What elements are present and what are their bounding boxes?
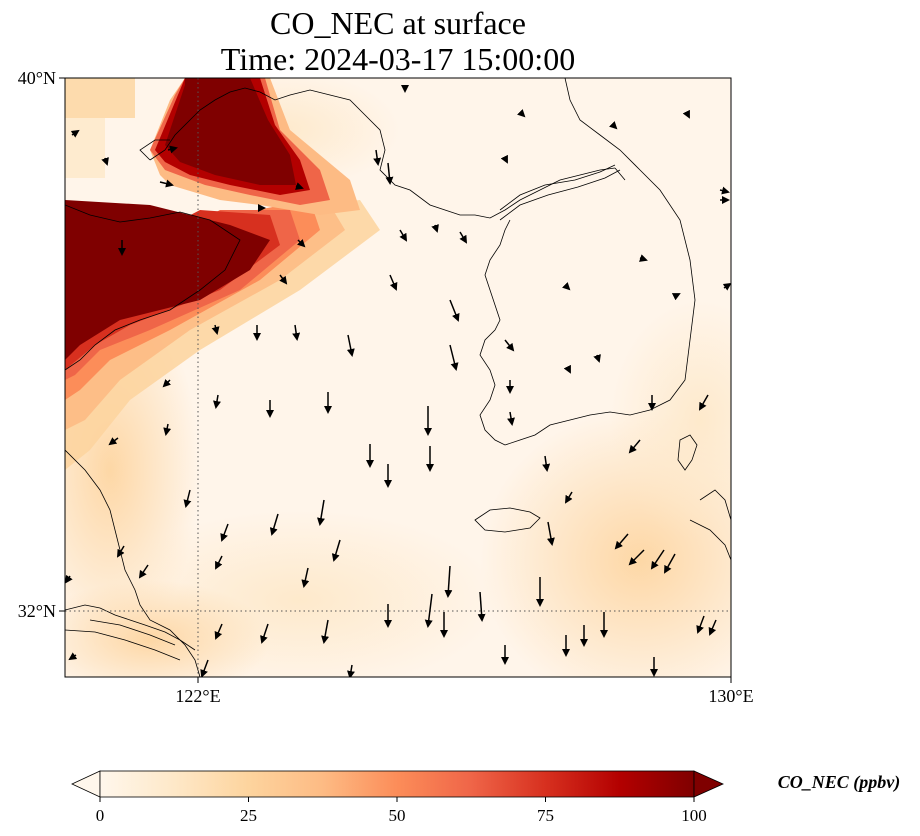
lon-tick-122: 122°E (175, 686, 220, 706)
wind-arrow (347, 664, 355, 677)
wind-arrow (664, 553, 676, 574)
wind-arrow (331, 539, 341, 562)
axis-ticks (59, 77, 732, 683)
high-concentration-plume (65, 78, 380, 470)
wind-arrow (183, 489, 192, 508)
colorbar-extend-min (71, 770, 101, 798)
wind-arrow (628, 549, 645, 566)
wind-arrow (608, 120, 618, 130)
map-title-line2: Time: 2024-03-17 15:00:00 (221, 41, 575, 77)
wind-arrow (317, 499, 325, 526)
wind-arrow (162, 378, 172, 388)
wind-arrow (214, 623, 223, 640)
wind-arrow (321, 619, 330, 644)
colorbar-tick-50: 50 (389, 806, 406, 825)
wind-arrow (346, 334, 355, 357)
wind-arrow (699, 394, 709, 411)
wind-arrow (108, 437, 119, 446)
wind-arrow (459, 231, 468, 244)
wind-arrow (260, 623, 269, 644)
wind-arrow (561, 281, 571, 291)
colorbar-tick-75: 75 (537, 806, 554, 825)
map-title-line1: CO_NEC at surface (270, 5, 526, 41)
wind-arrow (167, 145, 178, 154)
wind-arrow (101, 157, 109, 166)
wind-arrow (449, 299, 460, 322)
lat-tick-40: 40°N (18, 68, 56, 88)
wind-arrow (628, 439, 641, 454)
colorbar-extend-max (693, 770, 724, 798)
wind-arrow (477, 591, 486, 622)
wind-arrow (220, 523, 229, 542)
colorbar-title: CO_NEC (ppbv) (778, 772, 901, 793)
wind-arrow (373, 149, 382, 166)
wind-arrow (593, 354, 601, 363)
map-frame (64, 77, 732, 678)
wind-arrow (116, 545, 125, 558)
wind-arrow (507, 411, 515, 426)
wind-arrow (70, 129, 80, 138)
wind-arrow (292, 324, 301, 341)
wind-arrow (424, 593, 433, 628)
wind-arrow (200, 659, 209, 677)
wind-arrow (614, 533, 629, 550)
wind-vectors (65, 85, 731, 677)
wind-arrow (138, 564, 149, 579)
wind-arrow (399, 229, 408, 242)
wind-arrow (542, 455, 551, 472)
wind-arrow (269, 513, 279, 536)
wind-arrow (385, 162, 394, 185)
wind-arrow (301, 567, 310, 588)
wind-arrow (500, 154, 508, 164)
wind-arrow (159, 179, 174, 188)
wind-arrow (68, 652, 78, 661)
wind-arrow (650, 549, 665, 570)
lat-tick-32: 32°N (18, 601, 56, 621)
wind-arrow (546, 521, 555, 546)
wind-arrow (449, 344, 459, 371)
wind-arrow (211, 324, 220, 335)
wind-arrow (516, 108, 526, 118)
wind-arrow (504, 339, 515, 352)
colorbar: 0 25 50 75 100 CO_NEC (ppbv) (71, 770, 901, 825)
colorbar-tick-0: 0 (96, 806, 105, 825)
wind-arrow (696, 615, 705, 634)
colorbar-tick-25: 25 (240, 806, 257, 825)
wind-arrow (563, 364, 571, 374)
wind-arrow (722, 282, 731, 291)
wind-arrow (431, 224, 439, 233)
wind-arrow (295, 182, 304, 190)
wind-arrow (213, 394, 221, 409)
wind-arrow (639, 254, 648, 262)
wind-arrow (719, 186, 730, 195)
gridlines (65, 78, 731, 677)
wind-arrow (444, 565, 453, 598)
wind-arrow (215, 555, 223, 570)
wind-arrow (682, 109, 690, 119)
coastlines (65, 78, 731, 677)
lon-tick-130: 130°E (708, 686, 753, 706)
wind-arrow (671, 293, 681, 301)
wind-arrow (65, 574, 73, 584)
wind-arrow (389, 274, 398, 291)
wind-arrow (296, 238, 306, 248)
wind-arrow (279, 274, 288, 285)
colorbar-tick-100: 100 (681, 806, 707, 825)
wind-arrow (163, 423, 172, 436)
map-panel (65, 78, 731, 677)
wind-arrow (708, 619, 717, 636)
colorbar-gradient (99, 770, 695, 798)
wind-arrow (564, 491, 573, 504)
